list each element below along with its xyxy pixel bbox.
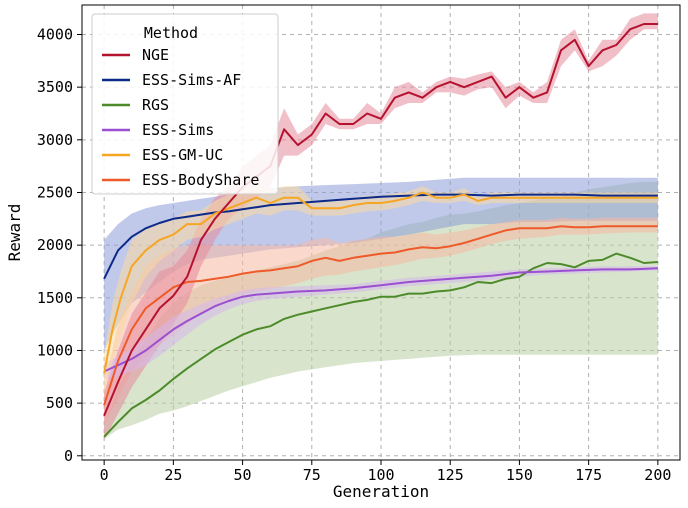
y-tick-label: 3500: [37, 78, 73, 96]
x-tick-label: 0: [100, 466, 109, 484]
ess-bodyshare-line: [103, 225, 658, 406]
ess-gm-uc-line: [103, 191, 658, 374]
legend: Method NGE ESS-Sims-AF RGS ESS-Sims ESS-GM-U…: [91, 13, 279, 195]
ess-sims-af-line: [103, 193, 658, 280]
nge-line: [103, 23, 658, 417]
y-tick-label: 1500: [37, 289, 73, 307]
y-tick-label: 2000: [37, 236, 73, 254]
ess-sims-line: [103, 267, 658, 373]
y-tick-label: 1000: [37, 341, 73, 359]
legend-title: Method: [144, 24, 198, 42]
legend-label-ess-sims: ESS-Sims: [142, 121, 214, 139]
x-tick-label: 150: [506, 466, 533, 484]
legend-label-nge: NGE: [142, 46, 169, 64]
series-lines: [103, 23, 658, 438]
x-tick-label: 125: [437, 466, 464, 484]
x-tick-label: 25: [164, 466, 182, 484]
y-tick-label: 2500: [37, 183, 73, 201]
y-tick-label: 3000: [37, 131, 73, 149]
x-axis-ticks: 0 25 50 75 100 125 150 175 200: [100, 460, 671, 484]
legend-label-ess-bodyshare: ESS-BodyShare: [142, 171, 259, 189]
legend-label-ess-gm-uc: ESS-GM-UC: [142, 146, 223, 164]
x-tick-label: 50: [234, 466, 252, 484]
ess-bodyshare-band: [104, 217, 658, 425]
ess-sims-band: [104, 266, 658, 380]
rgs-band: [104, 181, 658, 439]
x-tick-label: 200: [644, 466, 671, 484]
legend-box: [91, 13, 279, 195]
legend-label-ess-sims-af: ESS-Sims-AF: [142, 71, 241, 89]
y-tick-label: 500: [46, 394, 73, 412]
x-tick-label: 175: [575, 466, 602, 484]
confidence-bands: [104, 13, 658, 441]
rgs-line: [103, 252, 658, 438]
x-axis-label: Generation: [333, 482, 429, 501]
y-tick-label: 0: [64, 447, 73, 465]
y-axis-ticks: 0 500 1000 1500 2000 2500 3000 3500 4000: [37, 25, 82, 465]
legend-label-rgs: RGS: [142, 96, 169, 114]
y-axis-label: Reward: [5, 204, 24, 262]
x-tick-label: 100: [367, 466, 394, 484]
y-tick-label: 4000: [37, 25, 73, 43]
x-tick-label: 75: [303, 466, 321, 484]
